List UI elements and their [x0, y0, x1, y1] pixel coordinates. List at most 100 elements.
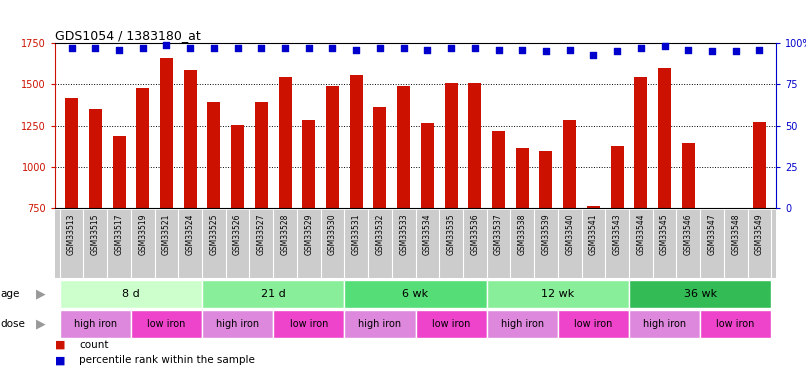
- Bar: [487, 280, 629, 308]
- Point: [421, 46, 434, 53]
- Point: [373, 45, 386, 51]
- Bar: [700, 310, 771, 338]
- Text: GSM33549: GSM33549: [755, 213, 764, 255]
- Bar: [682, 143, 695, 208]
- Point: [113, 46, 126, 53]
- Bar: [350, 75, 363, 208]
- Text: GSM33530: GSM33530: [328, 213, 337, 255]
- Bar: [634, 77, 647, 208]
- Text: low iron: low iron: [432, 319, 470, 329]
- Text: low iron: low iron: [717, 319, 755, 329]
- Bar: [326, 86, 339, 208]
- Text: low iron: low iron: [147, 319, 185, 329]
- Bar: [160, 58, 173, 208]
- Point: [634, 45, 647, 51]
- Text: age: age: [1, 289, 20, 299]
- Text: 6 wk: 6 wk: [402, 289, 429, 299]
- Point: [160, 42, 173, 48]
- Point: [89, 45, 102, 51]
- Bar: [60, 310, 131, 338]
- Text: GSM33519: GSM33519: [139, 213, 147, 255]
- Bar: [202, 280, 344, 308]
- Bar: [563, 120, 576, 208]
- Text: GSM33528: GSM33528: [280, 213, 289, 255]
- Text: GSM33536: GSM33536: [470, 213, 480, 255]
- Text: high iron: high iron: [501, 319, 544, 329]
- Bar: [729, 208, 742, 225]
- Point: [516, 46, 529, 53]
- Bar: [131, 310, 202, 338]
- Text: GSM33515: GSM33515: [91, 213, 100, 255]
- Bar: [373, 107, 386, 208]
- Bar: [202, 310, 273, 338]
- Bar: [445, 82, 458, 208]
- Bar: [113, 136, 126, 208]
- Bar: [302, 120, 315, 208]
- Text: GSM33547: GSM33547: [708, 213, 717, 255]
- Bar: [397, 86, 410, 208]
- Text: dose: dose: [1, 319, 26, 329]
- Bar: [587, 206, 600, 208]
- Text: GSM33517: GSM33517: [114, 213, 123, 255]
- Bar: [60, 280, 202, 308]
- Point: [350, 46, 363, 53]
- Bar: [344, 310, 416, 338]
- Point: [302, 45, 315, 51]
- Point: [682, 46, 695, 53]
- Text: high iron: high iron: [216, 319, 260, 329]
- Bar: [65, 98, 78, 208]
- Bar: [231, 124, 244, 208]
- Bar: [705, 208, 718, 221]
- Text: GSM33538: GSM33538: [517, 213, 527, 255]
- Text: low iron: low iron: [289, 319, 328, 329]
- Text: GSM33524: GSM33524: [185, 213, 195, 255]
- Text: low iron: low iron: [574, 319, 613, 329]
- Text: GSM33533: GSM33533: [399, 213, 408, 255]
- Point: [445, 45, 458, 51]
- Point: [492, 46, 505, 53]
- Bar: [487, 310, 558, 338]
- Text: GSM33532: GSM33532: [376, 213, 384, 255]
- Text: GSM33535: GSM33535: [447, 213, 455, 255]
- Bar: [416, 310, 487, 338]
- Point: [729, 48, 742, 54]
- Bar: [629, 310, 700, 338]
- Text: 21 d: 21 d: [261, 289, 285, 299]
- Bar: [629, 280, 771, 308]
- Point: [468, 45, 481, 51]
- Text: 12 wk: 12 wk: [541, 289, 575, 299]
- Text: ■: ■: [55, 340, 65, 350]
- Point: [279, 45, 292, 51]
- Point: [184, 45, 197, 51]
- Text: GSM33526: GSM33526: [233, 213, 242, 255]
- Text: GSM33529: GSM33529: [305, 213, 314, 255]
- Point: [587, 51, 600, 57]
- Bar: [753, 122, 766, 208]
- Point: [397, 45, 410, 51]
- Text: GSM33548: GSM33548: [731, 213, 740, 255]
- Bar: [516, 148, 529, 208]
- Text: GSM33537: GSM33537: [494, 213, 503, 255]
- Point: [255, 45, 268, 51]
- Point: [753, 46, 766, 53]
- Bar: [184, 70, 197, 208]
- Point: [65, 45, 78, 51]
- Bar: [421, 123, 434, 208]
- Text: high iron: high iron: [643, 319, 686, 329]
- Point: [136, 45, 149, 51]
- Text: high iron: high iron: [74, 319, 117, 329]
- Text: GSM33513: GSM33513: [67, 213, 76, 255]
- Point: [326, 45, 339, 51]
- Text: count: count: [79, 340, 109, 350]
- Text: GSM33541: GSM33541: [589, 213, 598, 255]
- Point: [563, 46, 576, 53]
- Text: 8 d: 8 d: [122, 289, 139, 299]
- Text: GSM33531: GSM33531: [351, 213, 361, 255]
- Text: GSM33543: GSM33543: [613, 213, 621, 255]
- Bar: [273, 310, 344, 338]
- Bar: [89, 109, 102, 208]
- Text: ■: ■: [55, 355, 65, 365]
- Bar: [492, 131, 505, 208]
- Bar: [344, 280, 487, 308]
- Point: [539, 48, 552, 54]
